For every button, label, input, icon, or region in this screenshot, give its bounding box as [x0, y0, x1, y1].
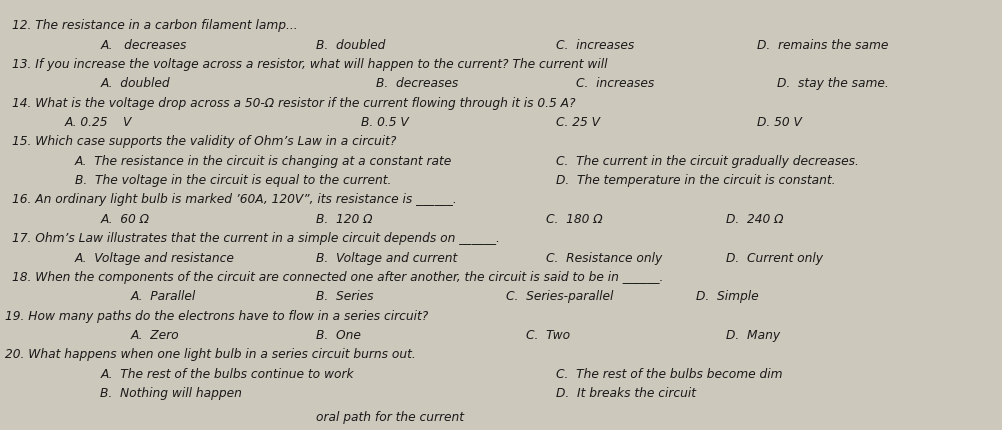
- Text: 19. How many paths do the electrons have to flow in a series circuit?: 19. How many paths do the electrons have…: [5, 310, 428, 322]
- Text: C.  Two: C. Two: [526, 329, 570, 342]
- Text: B.  decreases: B. decreases: [376, 77, 458, 90]
- Text: C.  increases: C. increases: [556, 39, 634, 52]
- Text: D.  It breaks the circuit: D. It breaks the circuit: [556, 387, 696, 400]
- Text: oral path for the current: oral path for the current: [316, 411, 464, 424]
- Text: D.  Many: D. Many: [726, 329, 781, 342]
- Text: B.  One: B. One: [316, 329, 361, 342]
- Text: 17. Ohm’s Law illustrates that the current in a simple circuit depends on ______: 17. Ohm’s Law illustrates that the curre…: [12, 232, 500, 245]
- Text: B.  Nothing will happen: B. Nothing will happen: [100, 387, 242, 400]
- Text: C.  Resistance only: C. Resistance only: [546, 252, 662, 264]
- Text: B. 0.5 V: B. 0.5 V: [361, 116, 409, 129]
- Text: A.  Zero: A. Zero: [130, 329, 179, 342]
- Text: C.  Series-parallel: C. Series-parallel: [506, 290, 613, 303]
- Text: C.  180 Ω: C. 180 Ω: [546, 213, 603, 226]
- Text: C. 25 V: C. 25 V: [556, 116, 600, 129]
- Text: D.  240 Ω: D. 240 Ω: [726, 213, 784, 226]
- Text: 20. What happens when one light bulb in a series circuit burns out.: 20. What happens when one light bulb in …: [5, 348, 416, 361]
- Text: 12. The resistance in a carbon filament lamp...: 12. The resistance in a carbon filament …: [12, 19, 298, 32]
- Text: A.  Parallel: A. Parallel: [130, 290, 195, 303]
- Text: A.  60 Ω: A. 60 Ω: [100, 213, 149, 226]
- Text: 14. What is the voltage drop across a 50-Ω resistor if the current flowing throu: 14. What is the voltage drop across a 50…: [12, 97, 575, 110]
- Text: 15. Which case supports the validity of Ohm’s Law in a circuit?: 15. Which case supports the validity of …: [12, 135, 397, 148]
- Text: B.  Voltage and current: B. Voltage and current: [316, 252, 457, 264]
- Text: D. 50 V: D. 50 V: [757, 116, 802, 129]
- Text: A.   decreases: A. decreases: [100, 39, 186, 52]
- Text: 13. If you increase the voltage across a resistor, what will happen to the curre: 13. If you increase the voltage across a…: [12, 58, 607, 71]
- Text: D.  Simple: D. Simple: [696, 290, 760, 303]
- Text: A.  The rest of the bulbs continue to work: A. The rest of the bulbs continue to wor…: [100, 368, 354, 381]
- Text: A.  The resistance in the circuit is changing at a constant rate: A. The resistance in the circuit is chan…: [75, 155, 452, 168]
- Text: 16. An ordinary light bulb is marked ’60A, 120V”, its resistance is ______.: 16. An ordinary light bulb is marked ’60…: [12, 194, 457, 206]
- Text: C.  The current in the circuit gradually decreases.: C. The current in the circuit gradually …: [556, 155, 859, 168]
- Text: D.  remains the same: D. remains the same: [757, 39, 888, 52]
- Text: D.  The temperature in the circuit is constant.: D. The temperature in the circuit is con…: [556, 174, 836, 187]
- Text: C.  increases: C. increases: [576, 77, 654, 90]
- Text: D.  stay the same.: D. stay the same.: [777, 77, 889, 90]
- Text: C.  The rest of the bulbs become dim: C. The rest of the bulbs become dim: [556, 368, 783, 381]
- Text: B.  Series: B. Series: [316, 290, 373, 303]
- Text: B.  The voltage in the circuit is equal to the current.: B. The voltage in the circuit is equal t…: [75, 174, 392, 187]
- Text: A.  doubled: A. doubled: [100, 77, 169, 90]
- Text: B.  120 Ω: B. 120 Ω: [316, 213, 372, 226]
- Text: A.  Voltage and resistance: A. Voltage and resistance: [75, 252, 235, 264]
- Text: B.  doubled: B. doubled: [316, 39, 385, 52]
- Text: 18. When the components of the circuit are connected one after another, the circ: 18. When the components of the circuit a…: [12, 271, 663, 284]
- Text: D.  Current only: D. Current only: [726, 252, 824, 264]
- Text: A. 0.25    V: A. 0.25 V: [65, 116, 132, 129]
